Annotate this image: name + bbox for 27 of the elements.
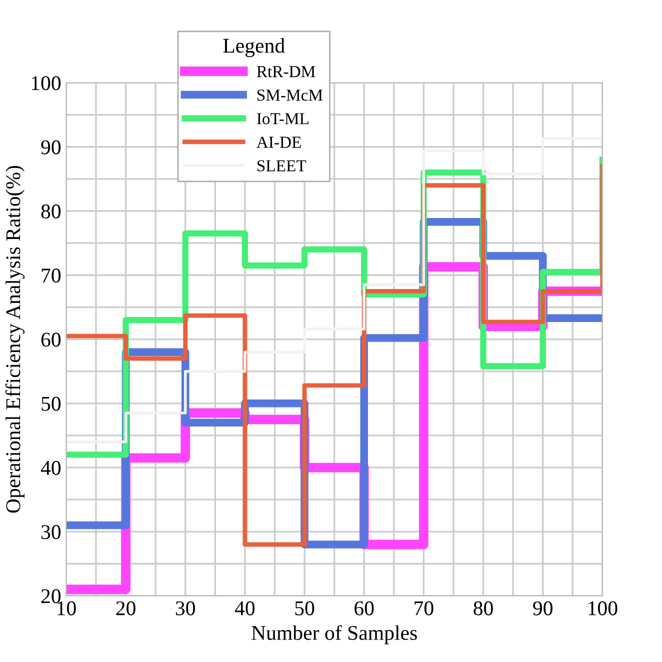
legend-label: RtR-DM bbox=[256, 66, 316, 78]
legend-title: Legend bbox=[223, 38, 285, 58]
x-tick-label: 100 bbox=[588, 601, 618, 616]
x-tick-label: 20 bbox=[116, 601, 136, 616]
x-tick-label: 50 bbox=[295, 601, 314, 616]
x-tick-label: 10 bbox=[58, 601, 76, 616]
y-tick-label: 50 bbox=[42, 396, 61, 411]
y-tick-label: 60 bbox=[41, 332, 61, 347]
x-tick-label: 90 bbox=[533, 601, 552, 616]
x-tick-label: 80 bbox=[474, 601, 493, 616]
legend-label: AI-DE bbox=[256, 136, 301, 148]
y-tick-label: 70 bbox=[42, 268, 61, 283]
x-tick-label: 40 bbox=[234, 601, 255, 616]
x-tick-label: 30 bbox=[176, 601, 195, 616]
y-tick-label: 80 bbox=[41, 204, 61, 218]
y-tick-label: 30 bbox=[42, 525, 61, 540]
legend-label: IoT-ML bbox=[256, 113, 308, 124]
x-axis-title: Number of Samples bbox=[252, 625, 417, 644]
legend-label: SM-McM bbox=[257, 90, 323, 101]
y-tick-label: 100 bbox=[32, 76, 61, 90]
legend-label: SLEET bbox=[257, 160, 306, 172]
y-tick-label: 90 bbox=[41, 140, 61, 154]
y-axis-title: Operational Efficiency Analysis Ratio(%) bbox=[5, 166, 25, 513]
y-tick-label: 20 bbox=[41, 589, 61, 604]
x-tick-label: 70 bbox=[414, 601, 434, 616]
y-tick-label: 40 bbox=[40, 460, 61, 475]
x-tick-label: 60 bbox=[354, 601, 374, 616]
